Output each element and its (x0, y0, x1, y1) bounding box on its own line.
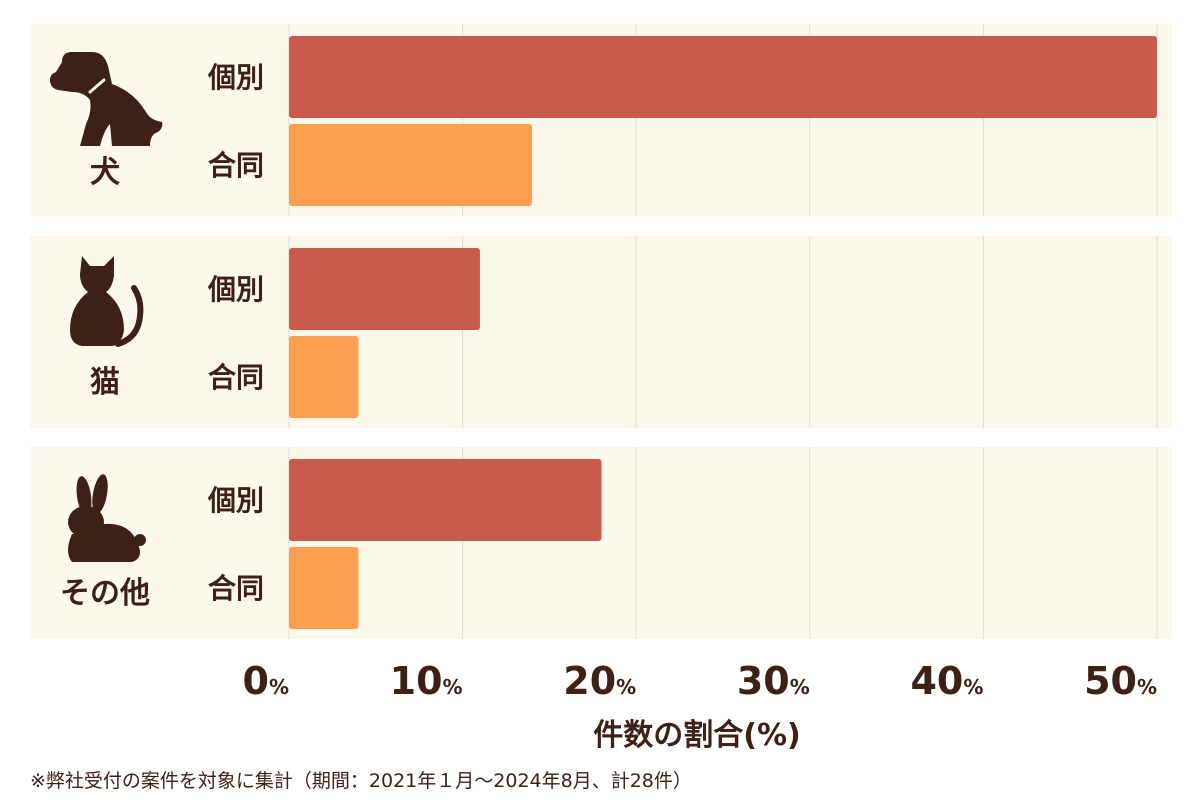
bar-1-1 (289, 336, 359, 418)
rabbit-body (68, 523, 140, 562)
group-label-1: 猫 (90, 365, 120, 400)
dog-body (50, 52, 163, 146)
cat-body (70, 256, 124, 346)
bar-0-0 (289, 36, 1157, 118)
series-label-1-1: 合同 (208, 361, 264, 394)
dog-collar (88, 78, 106, 94)
x-tick-label-3: 30% (737, 659, 810, 703)
group-label-0: 犬 (90, 155, 120, 190)
rabbit-icon (68, 474, 146, 562)
rabbit-tail (134, 534, 146, 546)
x-tick-label-0: 0% (243, 659, 290, 703)
group-panel-1 (30, 236, 1172, 428)
rabbit-ear-right (92, 474, 108, 514)
rabbit-ear-left (76, 476, 92, 516)
bar-0-1 (289, 124, 533, 206)
bar-1-0 (289, 248, 480, 330)
footnote: ※弊社受付の案件を対象に集計（期間：2021年１月～2024年8月、計28件） (30, 770, 692, 792)
series-label-0-1: 合同 (208, 149, 264, 182)
series-label-2-1: 合同 (208, 572, 264, 605)
x-tick-label-4: 40% (910, 659, 983, 703)
bar-2-1 (289, 547, 359, 629)
bar-2-0 (289, 459, 602, 541)
group-label-2: その他 (60, 576, 150, 611)
cat-tail (115, 285, 144, 347)
x-tick-label-1: 10% (390, 659, 463, 703)
series-label-1-0: 個別 (207, 273, 264, 306)
x-tick-label-2: 20% (563, 659, 636, 703)
series-label-0-0: 個別 (207, 61, 264, 94)
series-label-2-0: 個別 (207, 484, 264, 517)
dog-icon (50, 52, 163, 146)
cat-icon (70, 256, 144, 347)
x-tick-label-5: 50% (1084, 659, 1157, 703)
x-axis-label: 件数の割合(%) (593, 718, 800, 753)
